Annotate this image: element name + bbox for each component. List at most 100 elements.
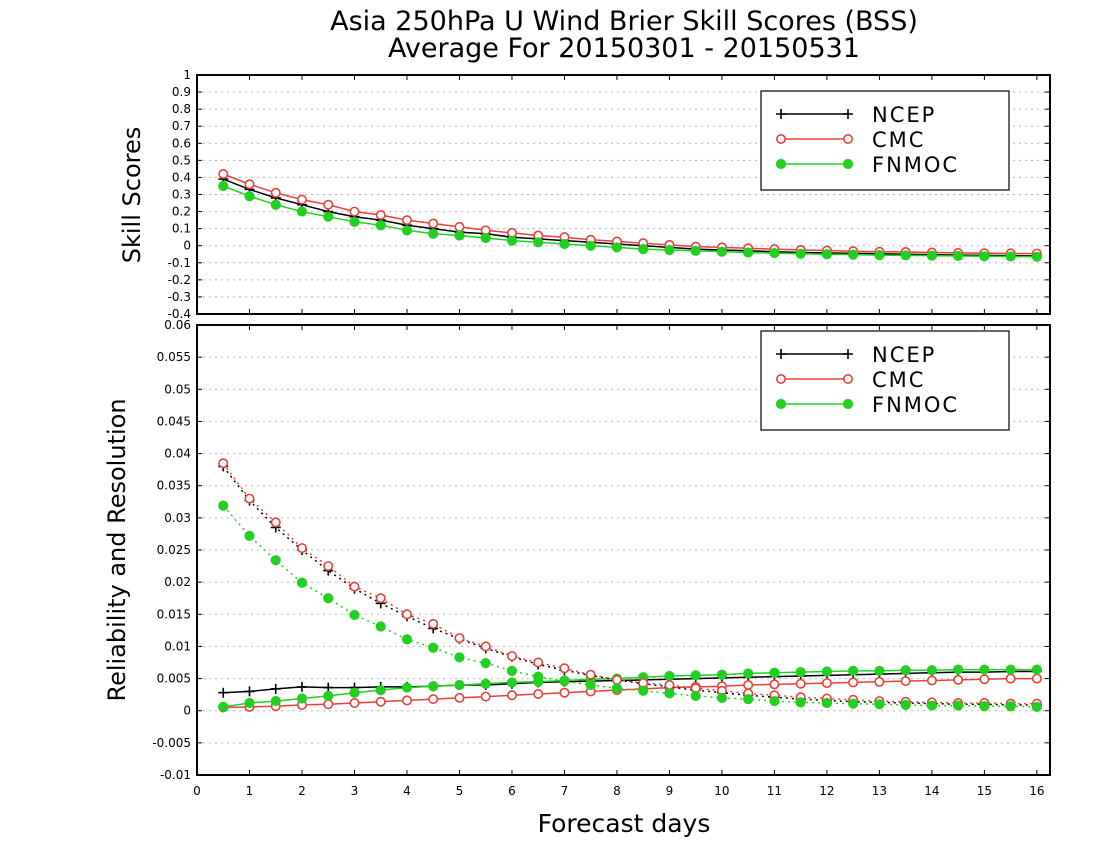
data-point (375, 209, 386, 220)
data-point (480, 232, 491, 244)
y-tick-label: -0.3 (168, 290, 191, 304)
data-point (480, 691, 491, 702)
legend-label: CMC (872, 128, 925, 152)
y-tick-label: -0.1 (168, 256, 191, 270)
data-point (821, 678, 832, 689)
data-point (244, 191, 255, 202)
data-point (244, 686, 255, 697)
data-point (664, 244, 675, 256)
data-point (559, 676, 570, 687)
y-tick-label: 0.005 (157, 672, 191, 686)
data-point (506, 690, 517, 701)
data-point (454, 633, 465, 644)
data-point (323, 593, 334, 604)
data-point (1005, 673, 1016, 684)
legend-label: CMC (872, 368, 925, 392)
x-tick-label: 4 (403, 784, 411, 798)
y-tick-label: 0 (183, 704, 191, 718)
data-point (244, 179, 255, 190)
data-point (900, 665, 911, 676)
data-point (559, 663, 570, 674)
y-tick-label: 0 (183, 239, 191, 253)
data-point (401, 609, 412, 620)
data-point (323, 199, 334, 210)
y-tick-label: 0.3 (172, 188, 191, 202)
x-tick-label: 10 (714, 784, 729, 798)
legend-marker (776, 109, 786, 119)
data-point (795, 678, 806, 689)
data-point (428, 218, 439, 229)
data-point (690, 670, 701, 681)
data-point (769, 679, 780, 690)
data-point (743, 247, 754, 258)
y-tick-label: 0.045 (157, 414, 191, 428)
data-point (611, 683, 623, 694)
legend-marker (775, 158, 787, 170)
data-point (296, 543, 307, 554)
data-point (821, 249, 833, 260)
data-point (795, 697, 806, 708)
y-tick-label: -0.4 (168, 307, 191, 321)
chart-subtitle: Average For 20150301 - 20150531 (388, 33, 860, 64)
data-point (323, 211, 334, 222)
y-tick-label: 1 (183, 68, 191, 82)
data-point (480, 641, 491, 652)
y-tick-label: 0.035 (157, 479, 191, 493)
data-point (375, 696, 386, 707)
data-point (375, 685, 386, 696)
x-tick-label: 15 (977, 784, 992, 798)
data-point (743, 679, 754, 690)
data-point (1031, 664, 1042, 675)
legend-marker (775, 398, 787, 410)
data-point (323, 699, 334, 710)
data-point (716, 669, 728, 680)
data-point (218, 180, 229, 192)
y-tick-label: 0.055 (157, 350, 191, 364)
data-point (349, 206, 360, 217)
x-tick-label: 8 (613, 784, 621, 798)
data-point (953, 250, 964, 262)
y-tick-label: 0.8 (172, 102, 191, 116)
legend-marker (775, 134, 786, 145)
y-tick-label: 0.2 (172, 205, 191, 219)
y-tick-label: 0.5 (172, 153, 191, 167)
data-point (428, 228, 439, 239)
x-tick-label: 11 (767, 784, 782, 798)
data-point (559, 238, 570, 250)
data-point (270, 683, 281, 694)
data-point (218, 701, 229, 712)
data-point (874, 665, 885, 676)
legend-marker (842, 398, 854, 410)
x-tick-label: 16 (1029, 784, 1044, 798)
data-point (323, 561, 334, 572)
y-tick-label: 0.02 (164, 575, 191, 589)
data-point (218, 500, 229, 511)
data-point (664, 688, 675, 699)
y-tick-label: 0.015 (157, 607, 191, 621)
data-point (953, 700, 964, 711)
data-point (270, 555, 281, 566)
data-point (743, 694, 754, 705)
data-point (716, 246, 728, 257)
data-point (349, 687, 360, 698)
data-point (821, 697, 833, 709)
data-point (349, 609, 360, 621)
data-point (848, 665, 859, 676)
x-tick-label: 12 (819, 784, 834, 798)
data-point (533, 237, 544, 248)
y-tick-label: 0.1 (172, 222, 191, 236)
data-point (1005, 251, 1016, 262)
data-point (559, 687, 570, 698)
top-y-axis-label: Skill Scores (118, 127, 146, 264)
plot-frame (196, 74, 1051, 315)
data-point (296, 194, 307, 205)
data-point (1005, 664, 1016, 675)
data-point (533, 671, 544, 682)
data-point (821, 666, 833, 677)
data-point (585, 240, 596, 251)
data-point (769, 667, 780, 678)
x-tick-label: 1 (246, 784, 254, 798)
